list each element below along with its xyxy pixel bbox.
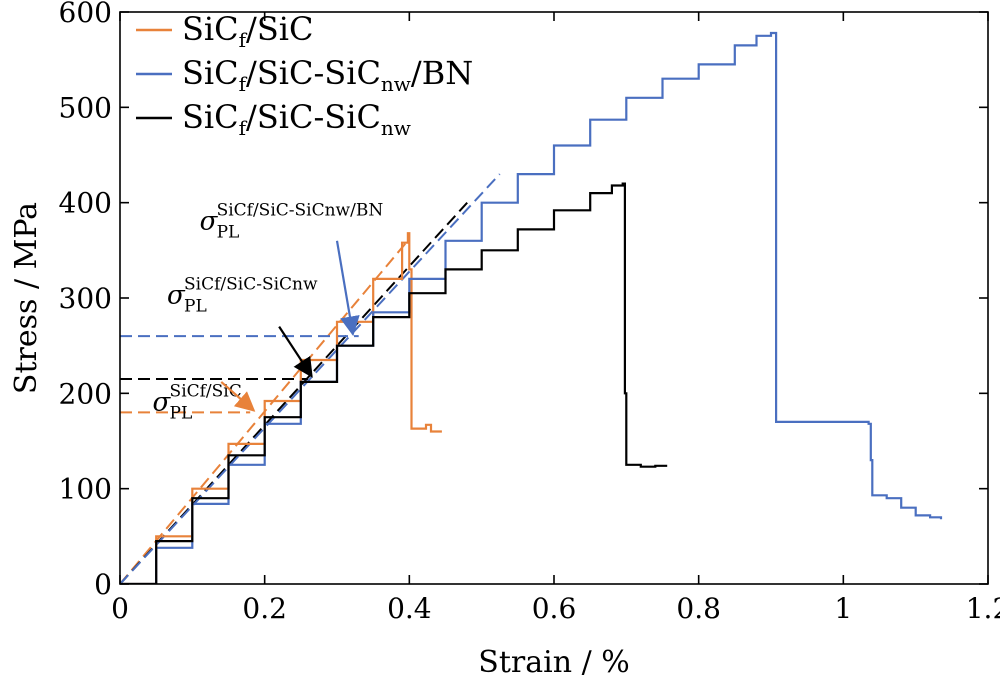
legend-label-sicf-sic: SiCf/SiC <box>182 10 313 52</box>
x-tick-label: 0.4 <box>387 592 432 625</box>
annotation-sigma: σ <box>167 281 186 311</box>
x-tick-label: 0 <box>111 592 129 625</box>
y-tick-label: 500 <box>59 91 112 124</box>
linear-fit-line-sicf-sic-sicnw <box>120 201 468 584</box>
annotation-superscript: SiCf/SiC <box>170 381 242 401</box>
x-tick-label: 0.8 <box>676 592 721 625</box>
annotation-arrow <box>278 325 313 378</box>
legend-label-sicf-sic-sicnw-bn: SiCf/SiC-SiCnw/BN <box>182 54 473 96</box>
x-tick-label: 1.2 <box>966 592 1000 625</box>
y-tick-label: 100 <box>59 473 112 506</box>
annotation-sigma: σ <box>153 387 172 417</box>
annotation-arrow <box>220 381 256 412</box>
annotation-sigma: σ <box>200 206 219 236</box>
annotation-arrow <box>335 240 360 337</box>
y-axis-title: Stress / MPa <box>9 202 44 394</box>
x-tick-label: 1 <box>834 592 852 625</box>
series-line-sicf-sic-sicnw <box>120 182 668 584</box>
y-tick-label: 200 <box>59 377 112 410</box>
y-tick-label: 600 <box>59 0 112 29</box>
y-tick-label: 0 <box>94 568 112 601</box>
x-tick-label: 0.2 <box>242 592 287 625</box>
series-line-sicf-sic <box>120 232 442 584</box>
y-tick-label: 400 <box>59 187 112 220</box>
annotation-subscript: PL <box>184 297 207 317</box>
x-tick-label: 0.6 <box>532 592 577 625</box>
x-axis-title: Strain / % <box>478 645 629 676</box>
y-tick-label: 300 <box>59 282 112 315</box>
annotation-superscript: SiCf/SiC-SiCnw <box>184 275 318 295</box>
legend-label-sicf-sic-sicnw: SiCf/SiC-SiCnw <box>182 98 411 140</box>
linear-fit-line-sicf-sic-sicnw-bn <box>120 173 501 584</box>
annotation-superscript: SiCf/SiC-SiCnw/BN <box>217 200 384 220</box>
annotation-subscript: PL <box>170 403 193 423</box>
annotation-subscript: PL <box>217 222 240 242</box>
